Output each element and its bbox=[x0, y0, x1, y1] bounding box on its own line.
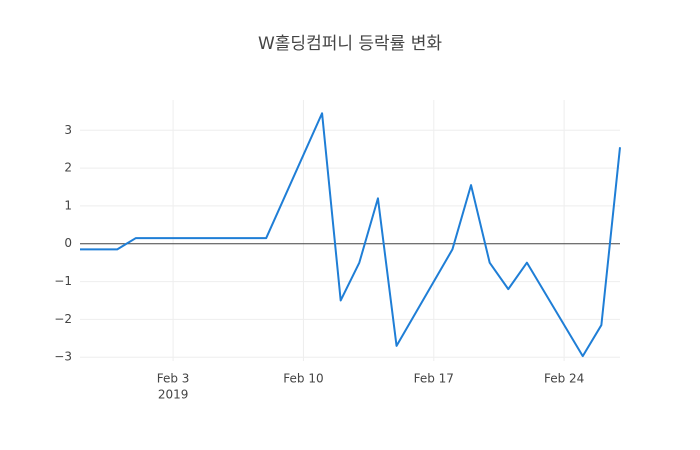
y-tick-label: 0 bbox=[64, 236, 72, 250]
line-series bbox=[80, 112, 621, 358]
x-tick-label: Feb 3 bbox=[157, 372, 190, 386]
x-tick-label: Feb 10 bbox=[283, 372, 323, 386]
y-tick-label: −2 bbox=[54, 312, 72, 326]
chart-title: W홀딩컴퍼니 등락률 변화 bbox=[258, 34, 442, 54]
x-tick-label: 2019 bbox=[158, 388, 189, 402]
y-tick-label: 3 bbox=[64, 123, 72, 137]
x-tick-label: Feb 24 bbox=[544, 372, 584, 386]
x-tick-label: Feb 17 bbox=[414, 372, 454, 386]
y-tick-label: 1 bbox=[64, 198, 72, 212]
y-tick-label: −1 bbox=[54, 274, 72, 288]
grid bbox=[80, 100, 620, 361]
y-tick-label: −3 bbox=[54, 350, 72, 364]
y-tick-label: 2 bbox=[64, 161, 72, 175]
